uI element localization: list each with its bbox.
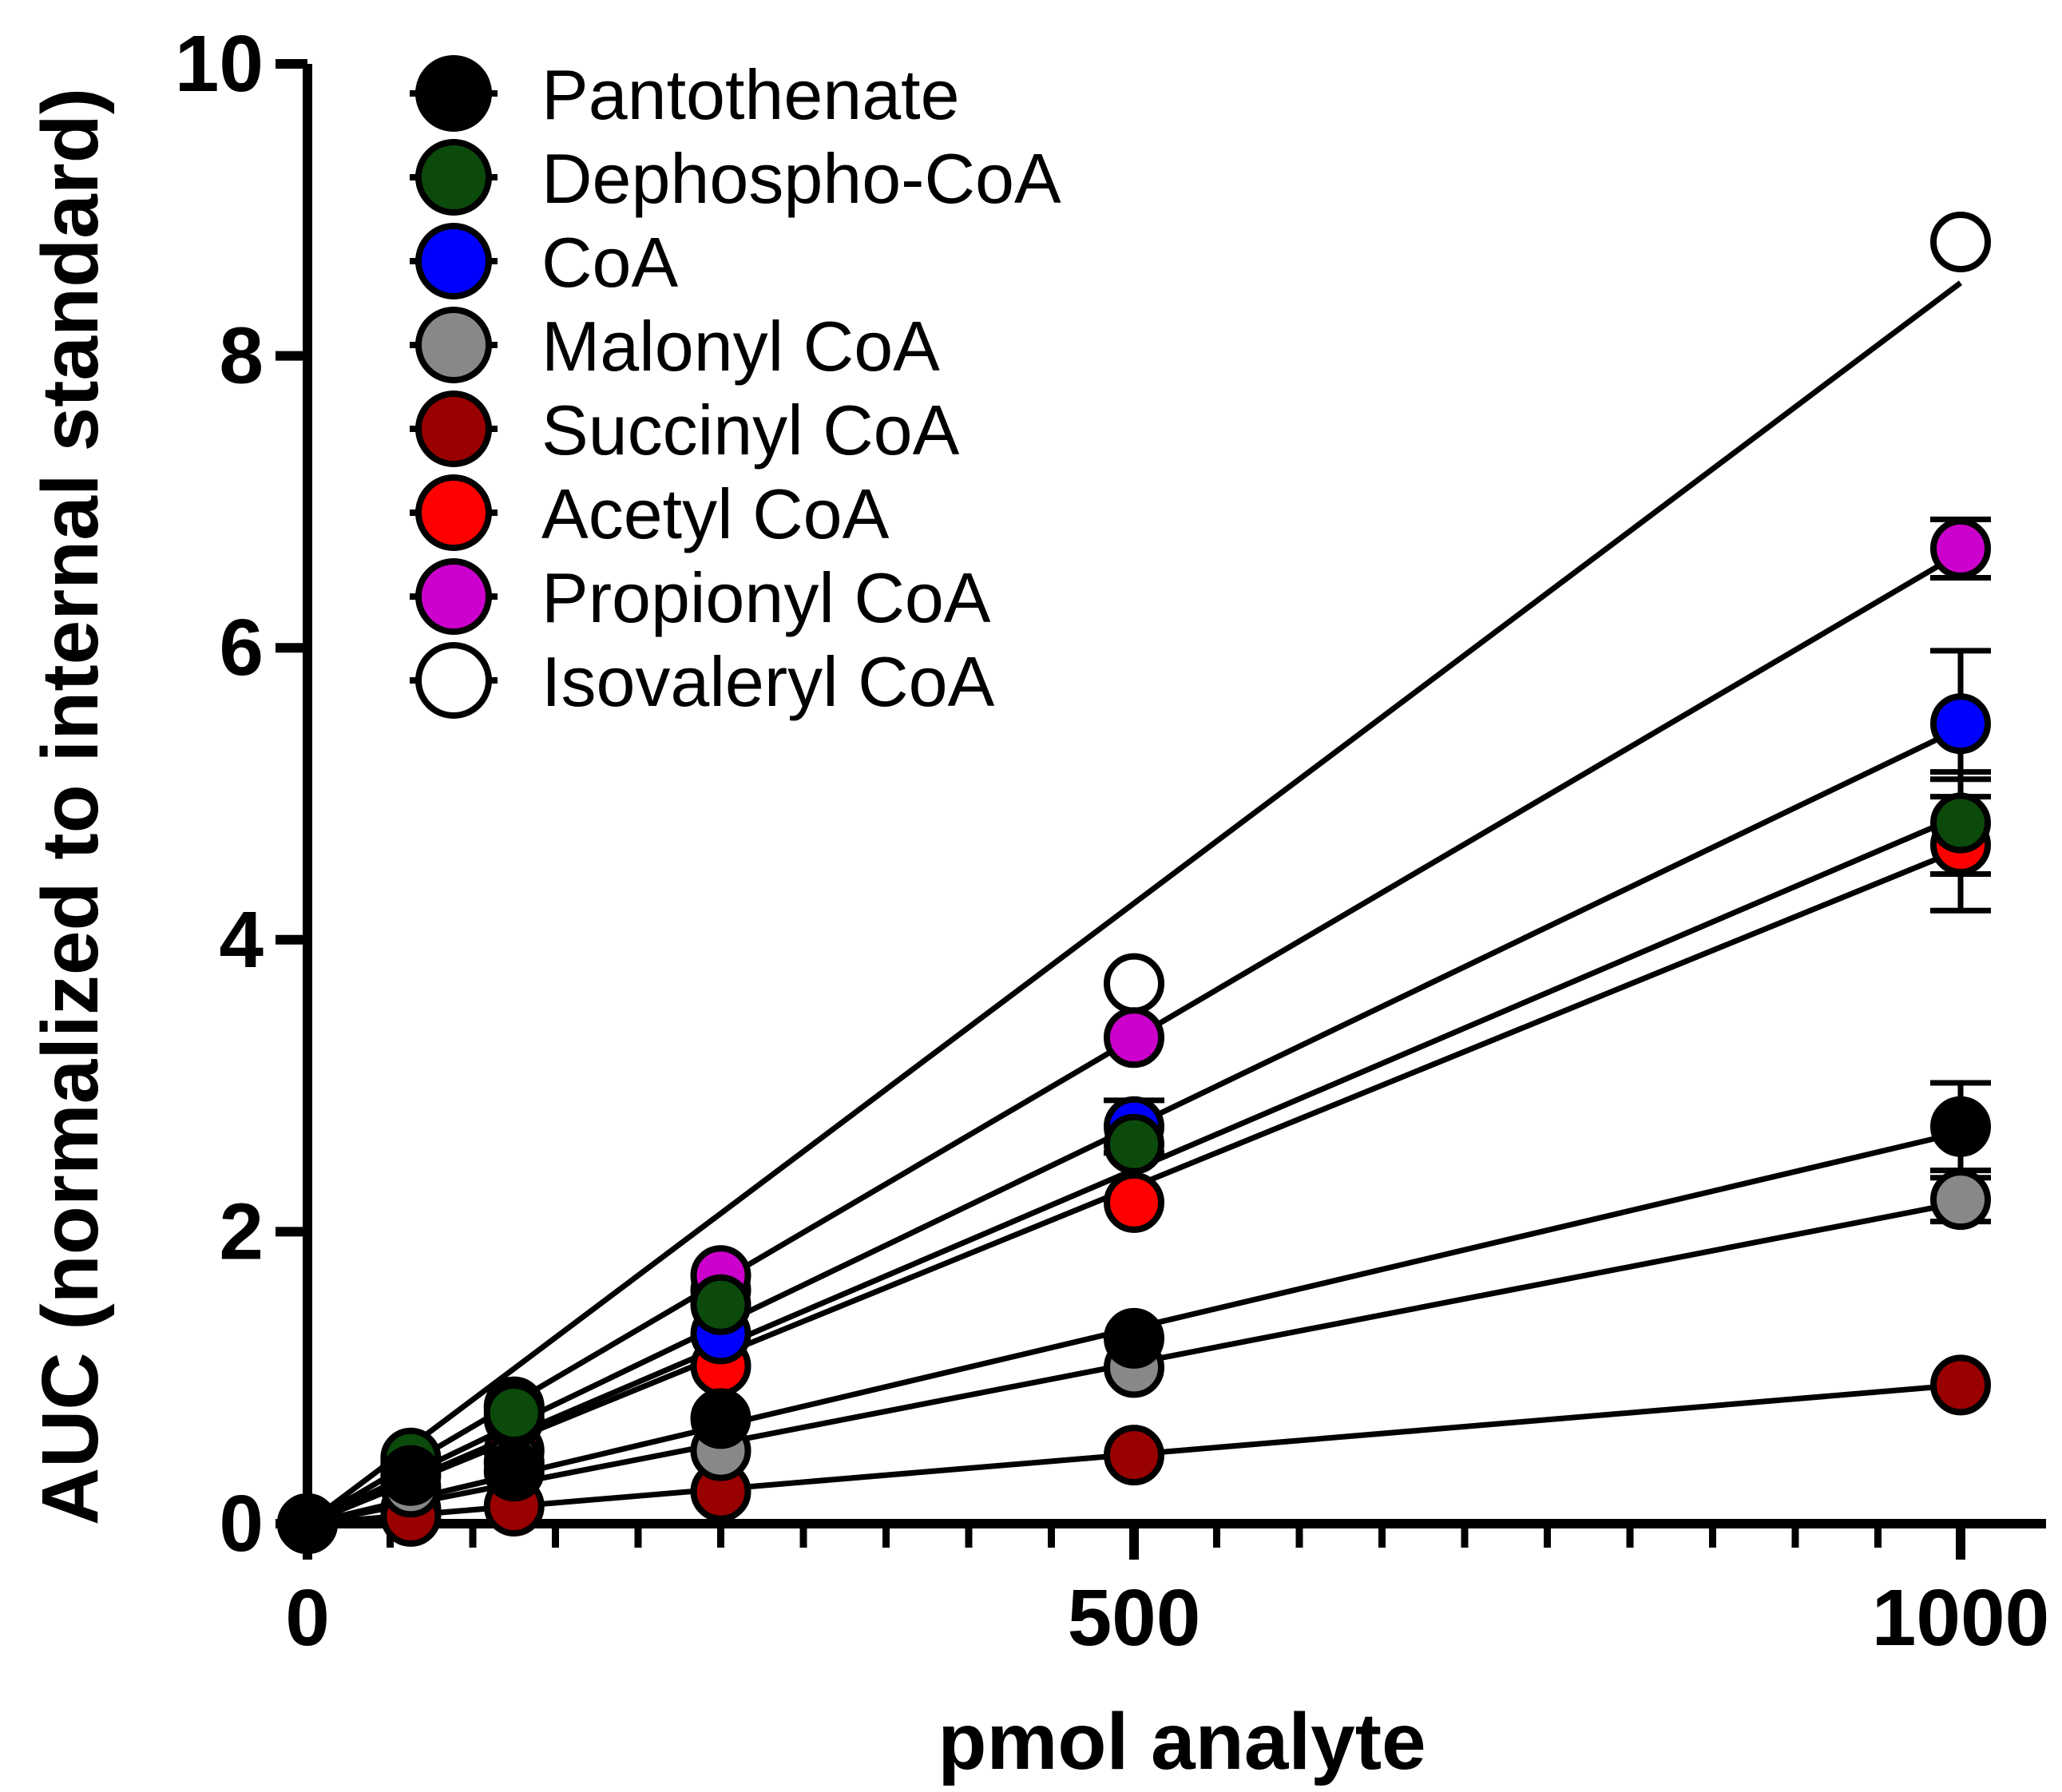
legend-item: CoA [410, 223, 678, 302]
legend-marker [415, 474, 492, 551]
x-axis-label: pmol analyte [938, 1697, 1426, 1786]
legend-label: Isovaleryl CoA [541, 642, 995, 721]
y-tick-label: 10 [175, 19, 264, 109]
legend-item: Acetyl CoA [410, 474, 890, 553]
data-point [1104, 1113, 1164, 1175]
legend-item: Malonyl CoA [410, 307, 940, 386]
legend-marker [415, 558, 492, 635]
data-point [1104, 1007, 1164, 1068]
legend-label: Acetyl CoA [541, 474, 890, 553]
data-point [1104, 1172, 1164, 1233]
legend-item: Isovaleryl CoA [410, 642, 995, 721]
data-point [1930, 792, 1991, 854]
data-point [1104, 953, 1164, 1014]
y-tick-label: 2 [219, 1187, 264, 1276]
legend-item: Dephospho-CoA [410, 139, 1061, 218]
y-axis-label: AUC (normalized to internal standard) [26, 88, 115, 1525]
data-point [380, 1445, 442, 1506]
y-tick-label: 6 [219, 603, 264, 692]
legend-item: Succinyl CoA [410, 391, 960, 470]
x-tick-label: 0 [285, 1573, 330, 1663]
y-tick-label: 4 [219, 895, 264, 985]
legend-marker [415, 55, 492, 132]
legend-marker [415, 307, 492, 383]
legend-label: Succinyl CoA [541, 391, 960, 470]
axes-layer: 0 2 4 6 8 10 0 500 1000 [175, 19, 2049, 1663]
data-point [1930, 517, 1991, 579]
data-point [1930, 1169, 1991, 1231]
data-point [690, 1388, 751, 1449]
legend-marker [415, 223, 492, 299]
data-point [277, 1493, 338, 1554]
fit-line [305, 280, 1963, 1526]
data-point [483, 1441, 545, 1502]
data-point [690, 1274, 751, 1335]
legend-marker [415, 391, 492, 467]
legend-label: CoA [541, 223, 678, 302]
data-point [1930, 1096, 1991, 1157]
legend-marker [415, 139, 492, 216]
data-point [1930, 693, 1991, 755]
y-tick-label: 0 [219, 1479, 264, 1568]
legend-label: Dephospho-CoA [541, 139, 1061, 218]
data-point [1930, 1354, 1991, 1416]
legend-label: Malonyl CoA [541, 307, 940, 386]
y-tick-label: 8 [219, 311, 264, 401]
legend-label: Propionyl CoA [541, 558, 991, 637]
legend-marker [415, 642, 492, 719]
legend-label: Pantothenate [541, 55, 960, 134]
data-points-layer [277, 212, 1991, 1554]
data-point [1104, 1307, 1164, 1369]
data-point [1930, 212, 1991, 273]
legend-item: Pantothenate [410, 55, 960, 134]
data-point [1104, 1425, 1164, 1486]
data-point [483, 1382, 545, 1444]
x-tick-label: 500 [1068, 1573, 1201, 1663]
x-tick-label: 1000 [1872, 1573, 2049, 1663]
legend-item: Propionyl CoA [410, 558, 991, 637]
